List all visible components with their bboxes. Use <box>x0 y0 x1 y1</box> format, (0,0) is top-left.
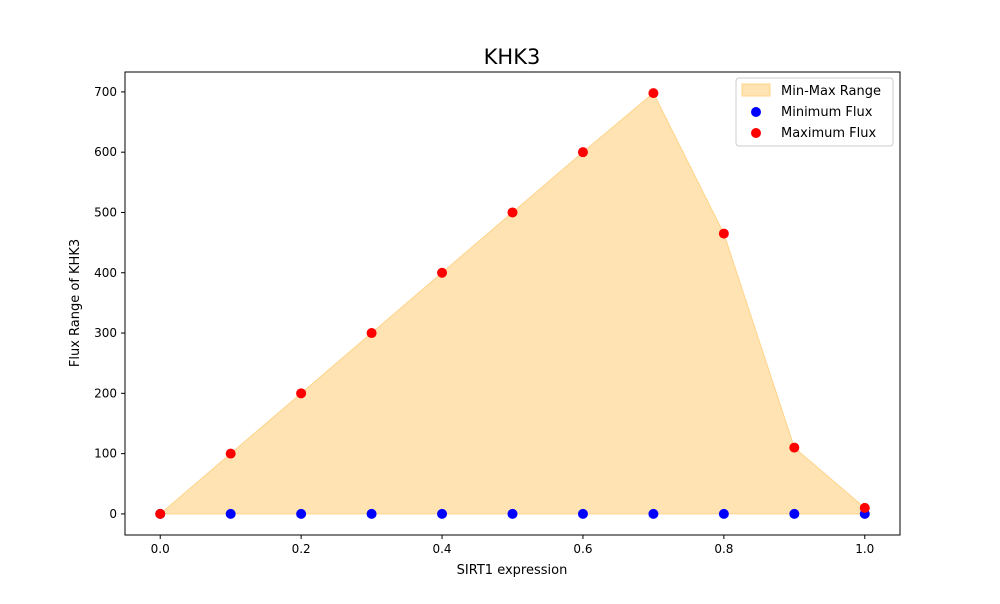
max-flux-point <box>437 267 448 278</box>
legend-swatch-range <box>741 83 771 97</box>
legend-label-max: Maximum Flux <box>781 126 877 141</box>
legend: Min-Max Range Minimum Flux Maximum Flux <box>735 77 894 147</box>
min-flux-point <box>296 508 307 519</box>
legend-label-min: Minimum Flux <box>781 105 873 120</box>
y-tick-label: 200 <box>94 386 117 400</box>
x-tick-label: 0.4 <box>432 542 451 556</box>
y-tick-label: 400 <box>94 266 117 280</box>
min-flux-point <box>718 508 729 519</box>
x-tick-label: 1.0 <box>855 542 874 556</box>
legend-box <box>735 77 894 147</box>
min-flux-point <box>437 508 448 519</box>
y-axis-label: Flux Range of KHK3 <box>68 239 83 367</box>
y-tick-label: 600 <box>94 145 117 159</box>
max-flux-point <box>296 388 307 399</box>
legend-marker-min <box>751 107 761 117</box>
y-tick-label: 100 <box>94 447 117 461</box>
max-flux-point <box>648 88 659 99</box>
y-axis-ticks: 0 100 200 300 400 500 600 700 <box>94 85 125 521</box>
y-tick-label: 700 <box>94 85 117 99</box>
min-flux-point <box>225 508 236 519</box>
y-tick-label: 300 <box>94 326 117 340</box>
x-tick-label: 0.6 <box>573 542 592 556</box>
axes-frame <box>124 71 901 536</box>
max-flux-point <box>507 207 518 218</box>
max-flux-point <box>155 508 166 519</box>
legend-label-range: Min-Max Range <box>781 84 881 99</box>
max-flux-point <box>789 442 800 453</box>
min-flux-point <box>366 508 377 519</box>
x-tick-label: 0.8 <box>714 542 733 556</box>
points-layer <box>155 88 870 519</box>
max-flux-point <box>859 502 870 513</box>
min-flux-point <box>648 508 659 519</box>
min-flux-point <box>789 508 800 519</box>
max-flux-point <box>225 448 236 459</box>
x-tick-label: 0.0 <box>151 542 170 556</box>
chart-title: KHK3 <box>484 45 541 69</box>
x-tick-label: 0.2 <box>292 542 311 556</box>
min-flux-point <box>507 508 518 519</box>
x-axis-ticks: 0.0 0.2 0.4 0.6 0.8 1.0 <box>151 535 874 556</box>
min-flux-point <box>577 508 588 519</box>
legend-marker-max <box>751 128 761 138</box>
max-flux-point <box>718 228 729 239</box>
y-tick-label: 0 <box>109 507 117 521</box>
y-tick-label: 500 <box>94 205 117 219</box>
x-axis-label: SIRT1 expression <box>457 563 568 578</box>
max-flux-point <box>366 328 377 339</box>
max-flux-point <box>577 147 588 158</box>
